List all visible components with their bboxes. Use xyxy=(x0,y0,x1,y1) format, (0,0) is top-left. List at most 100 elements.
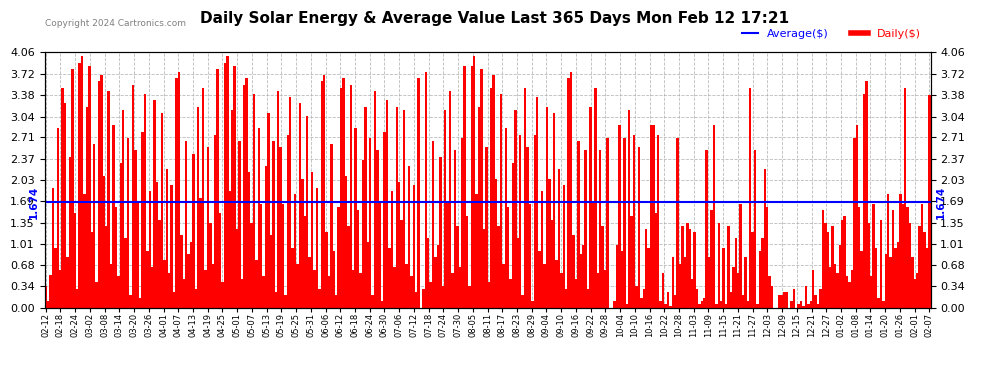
Bar xyxy=(458,267,461,308)
Bar xyxy=(907,207,909,308)
Bar xyxy=(202,88,204,308)
Bar xyxy=(425,72,427,308)
Bar xyxy=(698,304,701,307)
Bar xyxy=(517,238,519,308)
Bar xyxy=(715,304,718,307)
Bar xyxy=(723,248,725,308)
Text: Copyright 2024 Cartronics.com: Copyright 2024 Cartronics.com xyxy=(45,19,185,28)
Bar xyxy=(291,248,294,308)
Bar xyxy=(265,166,267,308)
Bar xyxy=(763,170,766,308)
Bar xyxy=(529,204,532,308)
Bar xyxy=(139,298,142,307)
Bar xyxy=(410,276,413,308)
Bar xyxy=(272,141,274,308)
Bar xyxy=(805,285,807,308)
Bar xyxy=(746,301,749,307)
Bar xyxy=(59,270,61,308)
Bar xyxy=(331,144,333,308)
Bar xyxy=(512,163,514,308)
Bar xyxy=(182,279,185,308)
Bar xyxy=(187,254,190,308)
Legend: Average($), Daily($): Average($), Daily($) xyxy=(738,25,925,44)
Bar xyxy=(214,135,217,308)
Bar xyxy=(798,304,800,307)
Bar xyxy=(212,264,214,308)
Bar xyxy=(666,292,669,308)
Bar xyxy=(260,204,262,308)
Bar xyxy=(679,264,681,308)
Bar xyxy=(51,188,54,308)
Bar xyxy=(599,150,601,308)
Bar xyxy=(318,289,321,308)
Bar xyxy=(470,66,473,308)
Bar xyxy=(647,248,649,308)
Bar xyxy=(621,251,623,308)
Bar xyxy=(90,232,93,308)
Bar xyxy=(706,150,708,308)
Bar xyxy=(371,295,374,307)
Bar xyxy=(633,135,636,308)
Bar xyxy=(708,257,710,307)
Bar xyxy=(125,238,127,308)
Bar xyxy=(347,226,349,308)
Bar xyxy=(657,135,659,308)
Bar xyxy=(749,88,751,308)
Bar xyxy=(822,210,824,308)
Bar xyxy=(842,220,843,308)
Bar xyxy=(514,110,517,308)
Bar xyxy=(693,232,696,308)
Bar xyxy=(584,150,587,308)
Bar xyxy=(197,106,200,308)
Bar xyxy=(313,270,316,308)
Bar xyxy=(880,220,882,308)
Bar xyxy=(527,147,529,308)
Bar xyxy=(110,264,112,308)
Bar xyxy=(349,84,352,308)
Bar xyxy=(924,232,926,308)
Bar xyxy=(287,135,289,308)
Bar xyxy=(790,301,793,307)
Bar xyxy=(343,78,345,308)
Bar xyxy=(519,135,522,308)
Bar xyxy=(112,125,115,308)
Bar xyxy=(274,292,277,308)
Bar xyxy=(207,147,209,308)
Bar xyxy=(654,213,657,308)
Bar xyxy=(768,276,771,308)
Bar xyxy=(638,147,641,308)
Bar xyxy=(490,88,492,308)
Bar xyxy=(827,232,829,308)
Bar xyxy=(753,150,756,308)
Bar xyxy=(778,295,780,307)
Bar xyxy=(839,245,842,308)
Bar xyxy=(713,125,715,308)
Bar xyxy=(217,69,219,308)
Bar xyxy=(398,182,400,308)
Bar xyxy=(340,88,343,308)
Bar xyxy=(897,242,899,308)
Bar xyxy=(61,88,64,308)
Bar xyxy=(594,88,597,308)
Bar xyxy=(737,273,740,308)
Bar xyxy=(222,282,224,308)
Bar xyxy=(463,66,465,308)
Bar xyxy=(137,201,139,308)
Bar xyxy=(894,248,897,308)
Bar xyxy=(296,264,299,308)
Bar xyxy=(456,226,458,308)
Bar xyxy=(408,166,410,308)
Bar xyxy=(122,110,125,308)
Bar xyxy=(664,304,666,307)
Bar xyxy=(536,97,539,308)
Bar xyxy=(98,81,100,308)
Bar xyxy=(148,191,151,308)
Bar xyxy=(304,216,306,308)
Bar xyxy=(127,138,130,308)
Bar xyxy=(619,125,621,308)
Bar xyxy=(572,235,575,308)
Bar xyxy=(793,289,795,308)
Bar xyxy=(224,63,226,308)
Bar xyxy=(269,235,272,308)
Bar xyxy=(909,223,911,308)
